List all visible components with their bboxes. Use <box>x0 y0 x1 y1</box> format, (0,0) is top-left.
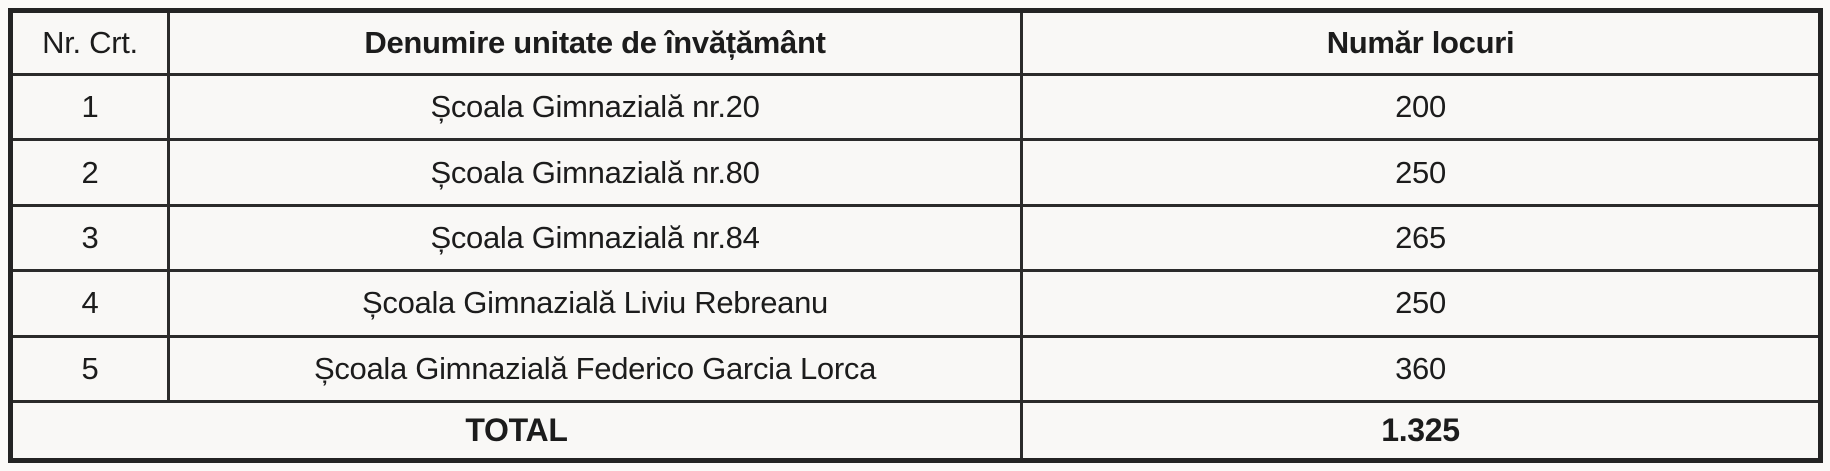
total-value: 1.325 <box>1020 400 1822 462</box>
table-row: 3 Școala Gimnazială nr.84 265 <box>9 203 1822 273</box>
header-cell-nr: Nr. Crt. <box>9 9 170 76</box>
school-name: Școala Gimnazială nr.80 <box>167 138 1023 207</box>
table-row: 4 Școala Gimnazială Liviu Rebreanu 250 <box>9 269 1822 338</box>
table-row: 1 Școala Gimnazială nr.20 200 <box>9 72 1822 142</box>
row-number: 4 <box>9 269 170 338</box>
table-row: 5 Școala Gimnazială Federico Garcia Lorc… <box>9 334 1822 404</box>
row-number: 3 <box>9 203 170 273</box>
table-row: 2 Școala Gimnazială nr.80 250 <box>9 138 1822 207</box>
school-name: Școala Gimnazială nr.84 <box>167 203 1023 273</box>
school-name: Școala Gimnazială nr.20 <box>167 72 1023 142</box>
row-number: 2 <box>9 138 170 207</box>
school-name: Școala Gimnazială Federico Garcia Lorca <box>167 334 1023 404</box>
places-count: 200 <box>1020 72 1822 142</box>
total-label: TOTAL <box>9 400 1023 462</box>
places-count: 265 <box>1020 203 1822 273</box>
row-number: 5 <box>9 334 170 404</box>
school-places-table: Nr. Crt. Denumire unitate de învățământ … <box>8 8 1823 463</box>
places-count: 250 <box>1020 138 1822 207</box>
header-cell-name: Denumire unitate de învățământ <box>167 9 1023 76</box>
places-count: 250 <box>1020 269 1822 338</box>
places-count: 360 <box>1020 334 1822 404</box>
row-number: 1 <box>9 72 170 142</box>
school-name: Școala Gimnazială Liviu Rebreanu <box>167 269 1023 338</box>
table-header-row: Nr. Crt. Denumire unitate de învățământ … <box>9 9 1822 76</box>
header-cell-seats: Număr locuri <box>1020 9 1822 76</box>
table-total-row: TOTAL 1.325 <box>9 400 1822 462</box>
